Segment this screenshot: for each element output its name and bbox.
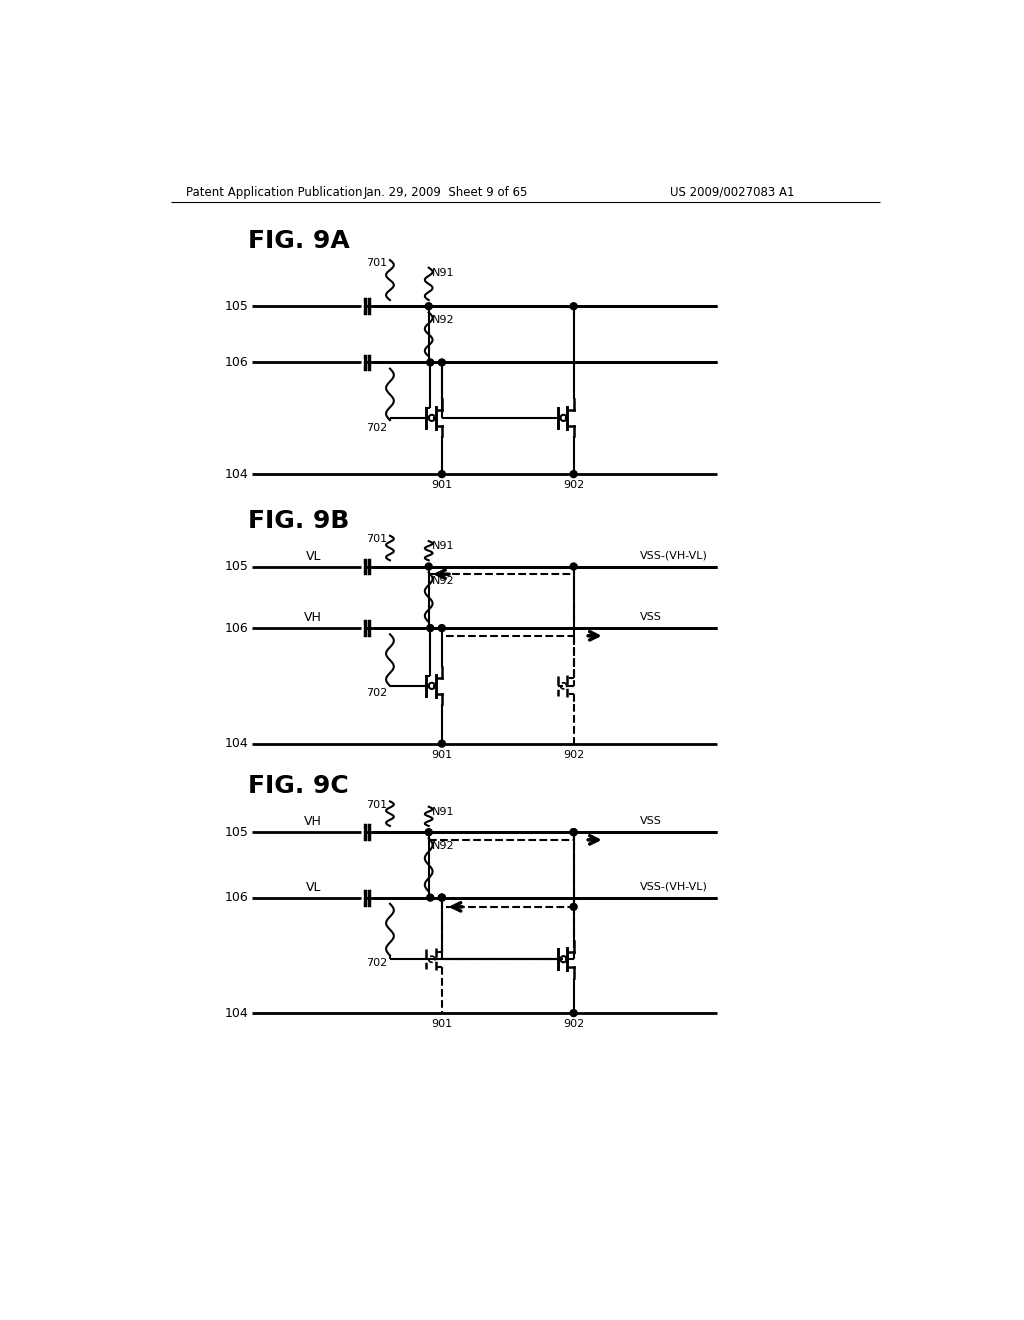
Text: VH: VH xyxy=(304,611,322,624)
Text: VH: VH xyxy=(304,816,322,829)
Text: 901: 901 xyxy=(431,1019,453,1030)
Text: N91: N91 xyxy=(432,268,455,277)
Text: Patent Application Publication: Patent Application Publication xyxy=(186,186,362,199)
Circle shape xyxy=(425,564,432,570)
Text: N92: N92 xyxy=(432,315,455,326)
Text: VL: VL xyxy=(306,549,322,562)
Circle shape xyxy=(438,624,445,631)
Circle shape xyxy=(570,564,578,570)
Text: VSS: VSS xyxy=(640,612,662,622)
Circle shape xyxy=(570,829,578,836)
Circle shape xyxy=(438,894,445,902)
Text: 902: 902 xyxy=(563,750,585,760)
Text: 702: 702 xyxy=(367,688,388,698)
Text: 104: 104 xyxy=(224,1007,248,1019)
Text: 701: 701 xyxy=(367,259,388,268)
Circle shape xyxy=(438,471,445,478)
Circle shape xyxy=(570,1010,578,1016)
Circle shape xyxy=(425,302,432,310)
Text: US 2009/0027083 A1: US 2009/0027083 A1 xyxy=(671,186,795,199)
Text: 902: 902 xyxy=(563,1019,585,1030)
Circle shape xyxy=(438,741,445,747)
Text: 702: 702 xyxy=(367,422,388,433)
Circle shape xyxy=(438,359,445,366)
Circle shape xyxy=(427,624,434,631)
Circle shape xyxy=(570,903,578,911)
Text: N92: N92 xyxy=(432,576,455,586)
Circle shape xyxy=(425,829,432,836)
Circle shape xyxy=(570,302,578,310)
Text: VSS: VSS xyxy=(640,816,662,826)
Text: VSS-(VH-VL): VSS-(VH-VL) xyxy=(640,550,708,560)
Circle shape xyxy=(438,894,445,902)
Circle shape xyxy=(570,829,578,836)
Text: 901: 901 xyxy=(431,750,453,760)
Text: 701: 701 xyxy=(367,535,388,544)
Text: FIG. 9A: FIG. 9A xyxy=(248,230,350,253)
Text: FIG. 9B: FIG. 9B xyxy=(248,508,349,533)
Text: 901: 901 xyxy=(431,480,453,490)
Text: VL: VL xyxy=(306,880,322,894)
Text: VSS-(VH-VL): VSS-(VH-VL) xyxy=(640,882,708,891)
Circle shape xyxy=(427,359,434,366)
Text: 106: 106 xyxy=(224,356,248,370)
Text: N91: N91 xyxy=(432,807,455,817)
Text: 702: 702 xyxy=(367,958,388,968)
Text: N92: N92 xyxy=(432,841,455,851)
Text: N91: N91 xyxy=(432,541,455,550)
Text: 104: 104 xyxy=(224,467,248,480)
Text: 106: 106 xyxy=(224,622,248,635)
Text: 105: 105 xyxy=(224,825,248,838)
Text: 106: 106 xyxy=(224,891,248,904)
Text: 701: 701 xyxy=(367,800,388,809)
Circle shape xyxy=(427,894,434,902)
Text: 104: 104 xyxy=(224,737,248,750)
Text: 105: 105 xyxy=(224,300,248,313)
Text: Jan. 29, 2009  Sheet 9 of 65: Jan. 29, 2009 Sheet 9 of 65 xyxy=(364,186,528,199)
Circle shape xyxy=(570,471,578,478)
Text: 902: 902 xyxy=(563,480,585,490)
Text: FIG. 9C: FIG. 9C xyxy=(248,775,349,799)
Text: 105: 105 xyxy=(224,560,248,573)
